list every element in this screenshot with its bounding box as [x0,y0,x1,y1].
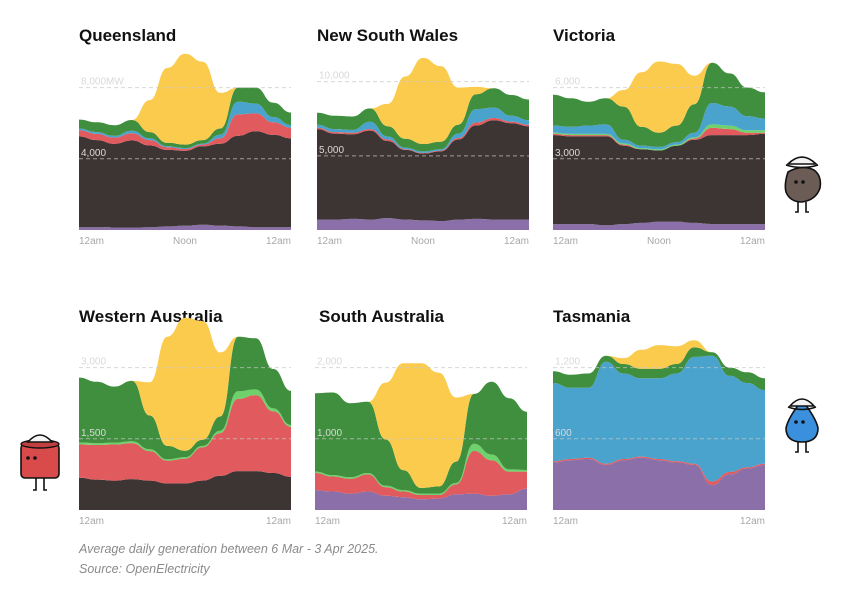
chart-title-new-south-wales: New South Wales [317,26,459,45]
y-tick-label: 3,000 [555,148,580,159]
chart-new-south-wales: 5,000 10,000 12am Noon 12am [317,57,529,247]
x-tick-label: 12am [504,236,529,247]
area-battery_pumps [553,221,765,230]
area-gas [553,127,765,151]
footer-note: Average daily generation between 6 Mar -… [79,542,379,556]
area-solar [553,61,765,133]
area-coal [79,131,291,228]
x-tick-label: 12am [315,516,340,527]
chart-title-queensland: Queensland [79,26,177,45]
chart-victoria: 3,000 6,000 12am Noon 12am [553,61,765,247]
x-tick-label: 12am [317,236,342,247]
y-tick-label: 1,500 [81,428,106,439]
y-tick-label: 10,000 [319,71,350,82]
y-tick-label: 2,000 [317,357,342,368]
chart-tasmania: 600 1,200 12am 12am [553,340,765,527]
area-hydro [317,107,529,153]
y-tick-label: 3,000 [81,357,106,368]
area-hydro [553,103,765,150]
area-wind [315,381,527,494]
chart-western-australia: 1,500 3,000 12am 12am [79,317,291,527]
area-coal [79,471,291,510]
x-tick-label: 12am [740,236,765,247]
x-tick-label: 12am [79,236,104,247]
area-gas [79,113,291,151]
y-tick-label: 6,000 [555,77,580,88]
area-coal [553,133,765,226]
x-tick-label: Noon [647,236,671,247]
area-solar [315,363,527,488]
x-tick-label: Noon [173,236,197,247]
gas-canister-mascot-icon [20,434,60,491]
area-bioenergy [79,389,291,461]
water-drop-mascot-icon [785,398,819,453]
area-gas [553,456,765,486]
x-tick-label: 12am [502,516,527,527]
area-solar [79,53,291,145]
area-wind [553,62,765,147]
area-wind [79,336,291,460]
y-tick-label: 1,000 [317,428,342,439]
chart-south-australia: 1,000 2,000 12am 12am [315,357,527,527]
y-tick-label: 8,000MW [81,77,124,88]
area-gas [79,395,291,484]
y-tick-label: 5,000 [319,145,344,156]
x-tick-label: 12am [266,516,291,527]
x-tick-label: Noon [411,236,435,247]
chart-title-tasmania: Tasmania [553,307,631,326]
y-tick-label: 4,000 [81,148,106,159]
y-tick-label: 600 [555,428,572,439]
x-tick-label: 12am [740,516,765,527]
x-tick-label: 12am [266,236,291,247]
area-hydro [79,101,291,149]
area-battery_pumps [553,457,765,510]
x-tick-label: 12am [553,516,578,527]
chart-title-victoria: Victoria [553,26,616,45]
x-tick-label: 12am [553,236,578,247]
chart-queensland: 4,000 8,000MW 12am Noon 12am [79,53,291,247]
x-tick-label: 12am [79,516,104,527]
area-gas [317,118,529,154]
y-tick-label: 1,200 [555,357,580,368]
area-wind [317,88,529,152]
area-battery_pumps [79,224,291,230]
area-coal [317,120,529,222]
area-solar [317,57,529,144]
chart-title-south-australia: South Australia [319,307,444,326]
area-solar [553,340,765,379]
area-wind [553,347,765,391]
area-battery_pumps [317,218,529,230]
coal-lump-mascot-icon [784,156,822,213]
area-gas [315,450,527,500]
area-hydro [553,355,765,482]
area-solar [79,317,291,451]
footer-source: Source: OpenElectricity [79,562,210,576]
